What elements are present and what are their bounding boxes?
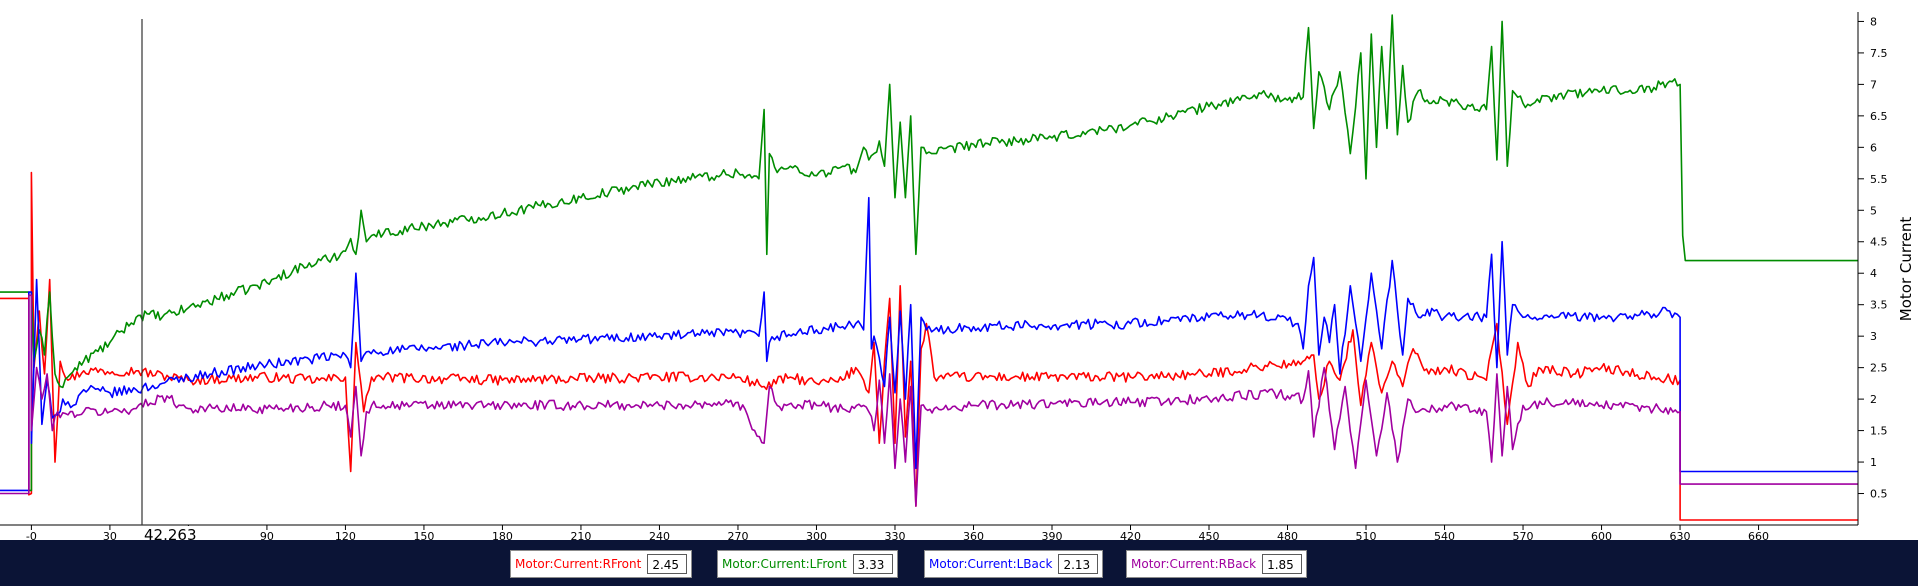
- y-tick-label: 8: [1870, 15, 1877, 28]
- series-line-1: [0, 14, 1858, 492]
- legend-rfront-label: Motor:Current:RFront: [515, 557, 642, 571]
- legend-lfront-label: Motor:Current:LFront: [722, 557, 847, 571]
- y-tick-label: 2.5: [1870, 362, 1888, 375]
- x-tick-label: 540: [1434, 530, 1455, 540]
- y-tick-label: 3: [1870, 330, 1877, 343]
- cursor-label-background: [143, 526, 208, 540]
- y-tick-label: 4: [1870, 267, 1877, 280]
- y-tick-label: 1: [1870, 456, 1877, 469]
- x-tick-label: 120: [335, 530, 356, 540]
- x-tick-label: 660: [1748, 530, 1769, 540]
- series-line-2: [0, 196, 1858, 492]
- x-tick-label: 450: [1199, 530, 1220, 540]
- x-tick-label: 30: [103, 530, 117, 540]
- legend-rfront-value: 2.45: [647, 554, 688, 574]
- y-tick-label: 4.5: [1870, 236, 1888, 249]
- x-tick-label: 360: [963, 530, 984, 540]
- motor-current-plot[interactable]: -0 30 90 120 150 180 210 240 270 300 330 360 390 420 4…: [0, 0, 1918, 540]
- y-tick-label: 0.5: [1870, 488, 1888, 501]
- legend-lback-label: Motor:Current:LBack: [929, 557, 1053, 571]
- y-tick-label: 5.5: [1870, 173, 1888, 186]
- y-tick-label: 7.5: [1870, 47, 1888, 60]
- x-tick-label: 90: [260, 530, 274, 540]
- x-tick-label: 210: [570, 530, 591, 540]
- x-tick-label: 240: [649, 530, 670, 540]
- y-tick-label: 5: [1870, 204, 1877, 217]
- legend-rback-label: Motor:Current:RBack: [1131, 557, 1257, 571]
- x-tick-label: 180: [492, 530, 513, 540]
- legend-rback: Motor:Current:RBack 1.85: [1126, 550, 1308, 578]
- x-tick-label: 570: [1513, 530, 1534, 540]
- x-tick-label: -0: [26, 530, 37, 540]
- y-tick-label: 3.5: [1870, 299, 1888, 312]
- y-tick-label: 2: [1870, 393, 1877, 406]
- series-line-3: [0, 294, 1858, 507]
- y-tick-label: 1.5: [1870, 425, 1888, 438]
- legend-lback: Motor:Current:LBack 2.13: [924, 550, 1104, 578]
- x-tick-label: 630: [1670, 530, 1691, 540]
- x-tick-label: 270: [727, 530, 748, 540]
- cursor-readout-bar: Motor:Current:RFront 2.45 Motor:Current:…: [0, 540, 1918, 586]
- y-tick-label: 6: [1870, 141, 1877, 154]
- cursor-value-label: 42.263: [144, 526, 197, 540]
- x-tick-label: 510: [1356, 530, 1377, 540]
- y-tick-label: 6.5: [1870, 110, 1888, 123]
- axes-layer: -0 30 90 120 150 180 210 240 270 300 330 360 390 420 4…: [0, 12, 1915, 540]
- y-axis-label: Motor Current: [1897, 217, 1915, 322]
- x-tick-label: 480: [1277, 530, 1298, 540]
- x-tick-label: 600: [1591, 530, 1612, 540]
- legend-lback-value: 2.13: [1058, 554, 1099, 574]
- x-tick-label: 150: [413, 530, 434, 540]
- x-tick-label: 300: [806, 530, 827, 540]
- legend-rback-value: 1.85: [1262, 554, 1303, 574]
- x-tick-label: 390: [1041, 530, 1062, 540]
- y-tick-label: 7: [1870, 78, 1877, 91]
- series-line-0: [0, 171, 1858, 521]
- series-layer: [0, 14, 1858, 521]
- legend-lfront: Motor:Current:LFront 3.33: [717, 550, 898, 578]
- x-tick-label: 330: [884, 530, 905, 540]
- legend-lfront-value: 3.33: [852, 554, 893, 574]
- x-tick-label: 420: [1120, 530, 1141, 540]
- legend-rfront: Motor:Current:RFront 2.45: [510, 550, 693, 578]
